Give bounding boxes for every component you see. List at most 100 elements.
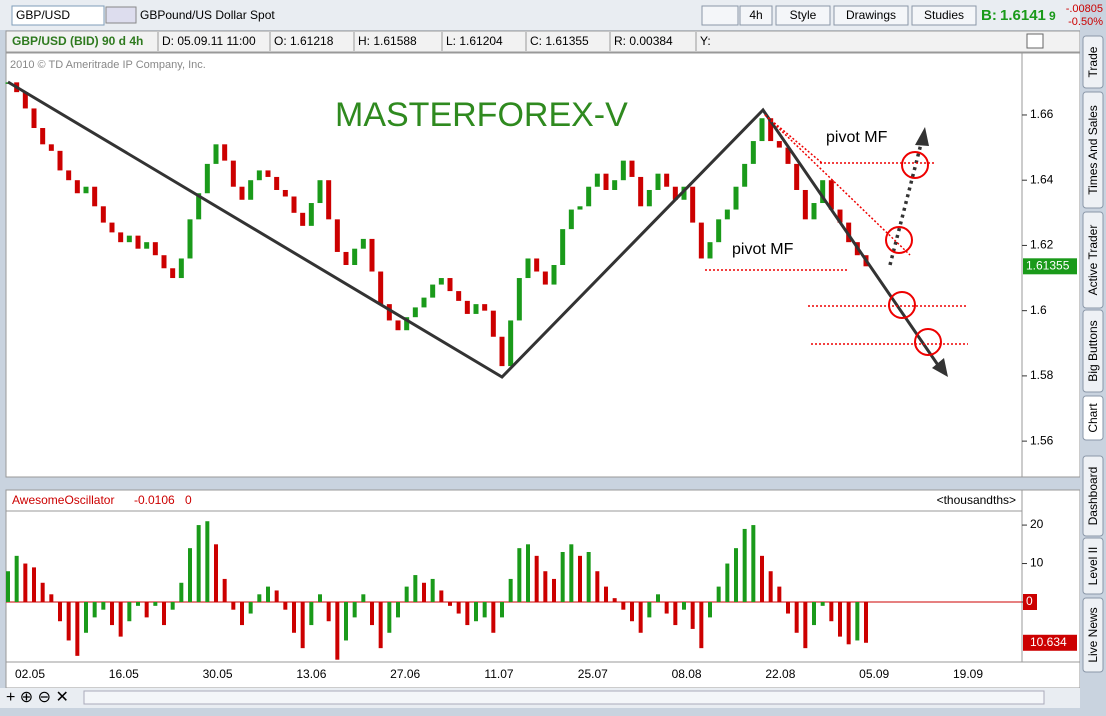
sidebar-tab[interactable] [1082, 395, 1104, 441]
watermark: 2010 © TD Ameritrade IP Company, Inc. [10, 59, 206, 71]
sidebar-tab-label[interactable]: Big Buttons [1086, 320, 1100, 381]
oscillator-bar [439, 590, 444, 602]
candle [74, 180, 80, 194]
candle [707, 242, 713, 259]
sidebar-tab[interactable] [1082, 91, 1104, 209]
oscillator-bar [630, 602, 634, 622]
oscillator-bar [274, 590, 279, 602]
toolbar-button[interactable] [911, 5, 977, 26]
toolbar-button-label[interactable]: 4h [749, 8, 762, 22]
candle [577, 206, 583, 210]
toolbar-button[interactable] [833, 5, 909, 26]
oscillator-bar [110, 602, 114, 626]
oscillator-bar [84, 602, 88, 633]
symbol[interactable]: GBP/USD [16, 8, 70, 22]
price-panel [5, 52, 1023, 478]
chart-icon[interactable] [1026, 33, 1044, 49]
candle [655, 173, 661, 190]
x-tick-label: 30.05 [203, 667, 233, 681]
sidebar-tab[interactable] [1082, 211, 1104, 309]
zoom-controls[interactable]: + ⊕ ⊖ ✕ [6, 689, 69, 706]
oscillator-bar [6, 571, 10, 602]
sidebar-tab-label[interactable]: Dashboard [1086, 467, 1100, 526]
candle [265, 170, 271, 177]
candle [178, 258, 184, 279]
oscillator-bar [188, 548, 192, 602]
candle [733, 186, 739, 210]
sidebar-tab[interactable] [1082, 537, 1104, 595]
oscillator-bar [58, 602, 62, 622]
oscillator-bar [361, 594, 366, 602]
oscillator-bar [23, 563, 28, 602]
oscillator-bar [196, 525, 201, 602]
candle [360, 238, 366, 249]
toolbar-button[interactable] [739, 5, 773, 26]
candle [794, 163, 800, 190]
sidebar-tab-label[interactable]: Trade [1086, 46, 1100, 77]
oscillator-bar [40, 582, 45, 602]
symbol-box[interactable] [11, 5, 105, 26]
sidebar-tab-label[interactable]: Active Trader [1086, 225, 1100, 296]
candle [83, 186, 89, 194]
candle [586, 186, 592, 207]
oscillator-bar [257, 594, 262, 602]
x-tick-label: 08.08 [672, 667, 702, 681]
toolbar-button[interactable] [775, 5, 831, 26]
arrow-head [932, 358, 948, 377]
x-tick-label: 16.05 [109, 667, 139, 681]
last-value-label: 10.634 [1030, 635, 1067, 649]
y-tick-label: 1.58 [1030, 368, 1054, 382]
sidebar-tab-label[interactable]: Chart [1086, 403, 1100, 433]
tool-icons[interactable] [701, 5, 739, 26]
oscillator-bar [699, 602, 704, 649]
bid-last-digit: 9 [1049, 9, 1056, 23]
oscillator-bar [673, 602, 678, 626]
sidebar-tab[interactable] [1082, 597, 1104, 673]
candle [499, 336, 505, 367]
toolbar-button-label[interactable]: Drawings [846, 8, 896, 22]
candle [742, 163, 748, 187]
oscillator-bar [456, 602, 461, 614]
sidebar-tab[interactable] [1082, 35, 1104, 89]
toolbar-button-label[interactable]: Studies [924, 8, 964, 22]
oscillator-units: <thousandths> [937, 493, 1016, 507]
oscillator-bar [92, 602, 97, 618]
candle [369, 238, 375, 272]
candle [308, 203, 314, 226]
sidebar-tab-label[interactable]: Level II [1086, 547, 1100, 586]
candle [326, 180, 332, 220]
last-price-label: 1.61355 [1026, 258, 1070, 272]
candle [126, 235, 132, 243]
toolbar-button-label[interactable]: Style [790, 8, 817, 22]
target-circle [914, 328, 942, 356]
candle [187, 219, 193, 259]
candle [22, 92, 28, 109]
oscillator-bar [491, 602, 496, 633]
link-icons[interactable] [105, 6, 137, 24]
oscillator-bar [66, 602, 71, 641]
candle [230, 160, 236, 187]
sidebar-tab-label[interactable]: Times And Sales [1086, 105, 1100, 195]
candle [152, 242, 158, 256]
sidebar-tab[interactable] [1082, 309, 1104, 393]
target-circle [901, 151, 929, 179]
oscillator-axis [1021, 489, 1081, 663]
candle [40, 128, 46, 145]
scroll-track[interactable] [83, 690, 1045, 705]
candle [404, 317, 410, 331]
oscillator-bar [179, 582, 184, 602]
y-tick-label: 0 [1026, 594, 1033, 608]
sidebar-tab-label[interactable]: Live News [1086, 607, 1100, 662]
oscillator-bar [248, 602, 253, 614]
change-pct: -0.50% [1068, 16, 1103, 28]
candle [343, 251, 349, 265]
oscillator-bar [422, 582, 426, 602]
oscillator-bar [855, 602, 860, 641]
candle [421, 297, 427, 308]
oscillator-bar [205, 521, 210, 602]
oscillator-bar [786, 602, 790, 614]
sidebar-tab[interactable] [1082, 455, 1104, 537]
channel-line [764, 114, 911, 256]
candle [490, 310, 496, 337]
